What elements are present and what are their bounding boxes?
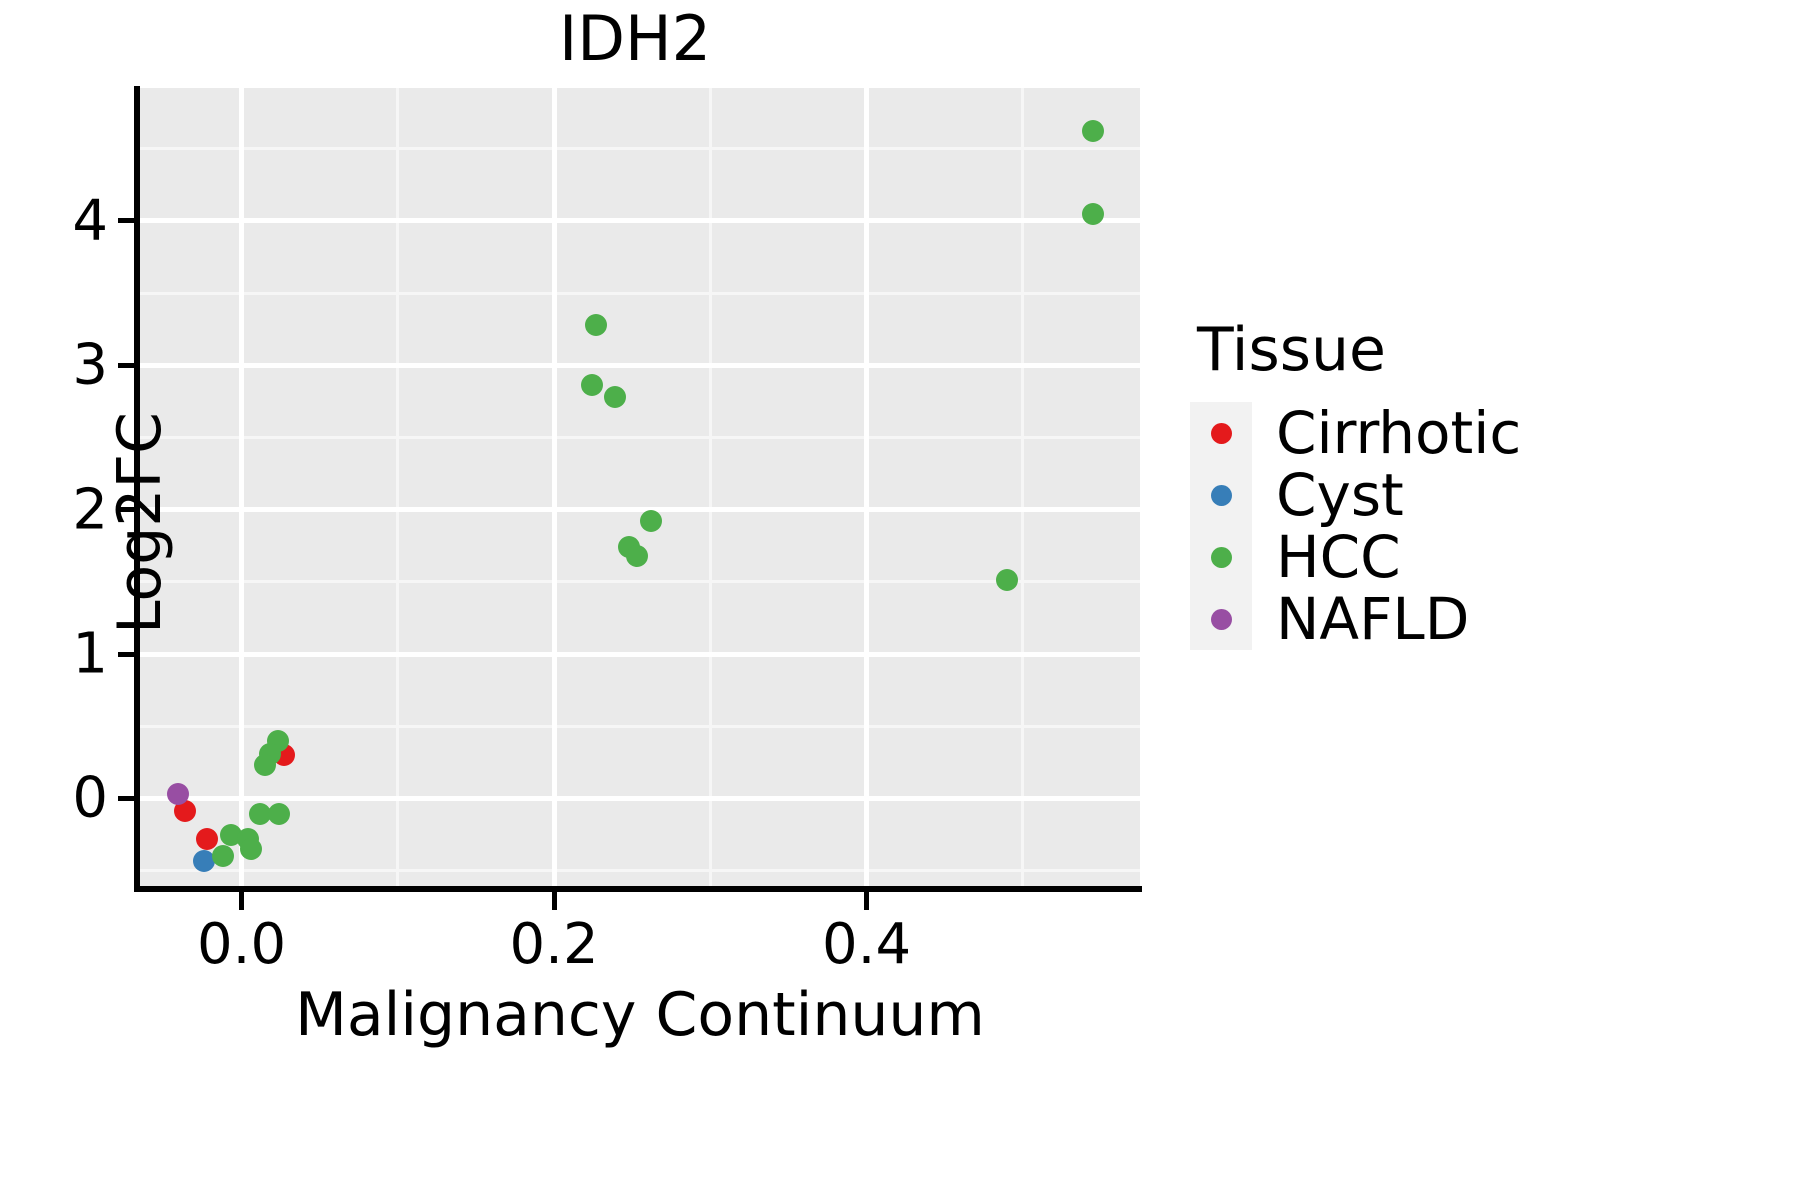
data-point-hcc [249, 803, 272, 826]
data-point-hcc [254, 754, 276, 777]
data-point-cirrhotic [196, 827, 219, 850]
legend-item-cirrhotic[interactable]: Cirrhotic [1190, 402, 1750, 464]
vertical-gridline-minor [1021, 88, 1025, 888]
data-point-hcc [219, 823, 242, 846]
legend-item-hcc[interactable]: HCC [1190, 526, 1750, 588]
legend-item-label: Cyst [1276, 461, 1404, 529]
data-point-hcc [585, 313, 608, 336]
horizontal-gridline-minor [140, 724, 1140, 728]
horizontal-gridline-minor [140, 147, 1140, 151]
y-tick-mark [118, 218, 134, 224]
vertical-gridline [239, 88, 245, 888]
y-tick-mark [118, 362, 134, 368]
y-axis-label: Log2FC [105, 412, 175, 634]
x-tick-label: 0.4 [822, 912, 912, 977]
legend-title: Tissue [1197, 315, 1386, 385]
legend-items: Cirrhotic Cyst HCC NAFLD [1190, 402, 1750, 650]
legend-item-nafld[interactable]: NAFLD [1190, 588, 1750, 650]
horizontal-gridline [140, 795, 1140, 801]
legend-item-label: Cirrhotic [1276, 399, 1522, 467]
legend-item-label: NAFLD [1276, 585, 1470, 653]
legend-key-swatch [1190, 464, 1252, 526]
data-point-hcc [604, 386, 626, 409]
legend-key-swatch [1190, 588, 1252, 650]
x-axis-label: Malignancy Continuum [295, 980, 985, 1050]
vertical-gridline-minor [396, 88, 400, 888]
horizontal-gridline [140, 218, 1140, 224]
y-axis-line [134, 86, 140, 892]
x-tick-mark [551, 892, 557, 910]
vertical-gridline [864, 88, 870, 888]
x-tick-mark [864, 892, 870, 910]
legend-dot-icon [1210, 484, 1232, 506]
horizontal-gridline-minor [140, 580, 1140, 584]
legend-dot-icon [1210, 422, 1232, 444]
data-point-hcc [268, 803, 291, 826]
x-axis-line [134, 886, 1142, 892]
legend-key-swatch [1190, 402, 1252, 464]
vertical-gridline [551, 88, 557, 888]
data-point-hcc [1082, 202, 1105, 225]
legend-item-cyst[interactable]: Cyst [1190, 464, 1750, 526]
plot-panel [140, 88, 1140, 888]
y-tick-mark [118, 795, 134, 801]
y-tick-mark [118, 507, 134, 513]
horizontal-gridline [140, 651, 1140, 657]
data-point-hcc [211, 845, 234, 868]
data-point-cyst [193, 849, 216, 872]
legend-key-swatch [1190, 526, 1252, 588]
y-tick-mark [118, 651, 134, 657]
horizontal-gridline [140, 507, 1140, 513]
legend: Tissue Cirrhotic Cyst HCC NAFLD [1190, 320, 1750, 650]
data-point-hcc [639, 510, 662, 533]
data-point-hcc [996, 569, 1019, 592]
x-tick-label: 0.0 [197, 912, 287, 977]
data-point-hcc [580, 374, 603, 397]
y-tick-label: 0 [72, 765, 108, 831]
y-tick-label: 1 [72, 621, 108, 687]
data-point-cirrhotic [174, 800, 197, 823]
horizontal-gridline [140, 362, 1140, 368]
horizontal-gridline-minor [140, 869, 1140, 873]
y-tick-label: 3 [72, 332, 108, 398]
legend-item-label: HCC [1276, 523, 1401, 591]
y-tick-label: 2 [72, 477, 108, 543]
data-point-hcc [625, 544, 648, 567]
x-tick-label: 0.2 [509, 912, 599, 977]
data-point-hcc [239, 838, 262, 860]
legend-dot-icon [1210, 546, 1232, 568]
chart-title: IDH2 [558, 2, 712, 75]
data-point-nafld [166, 783, 189, 806]
horizontal-gridline-minor [140, 291, 1140, 295]
y-tick-label: 4 [72, 188, 108, 254]
data-point-hcc [1082, 120, 1105, 143]
horizontal-gridline-minor [140, 435, 1140, 439]
x-tick-mark [239, 892, 245, 910]
vertical-gridline-minor [708, 88, 712, 888]
legend-dot-icon [1210, 608, 1232, 630]
